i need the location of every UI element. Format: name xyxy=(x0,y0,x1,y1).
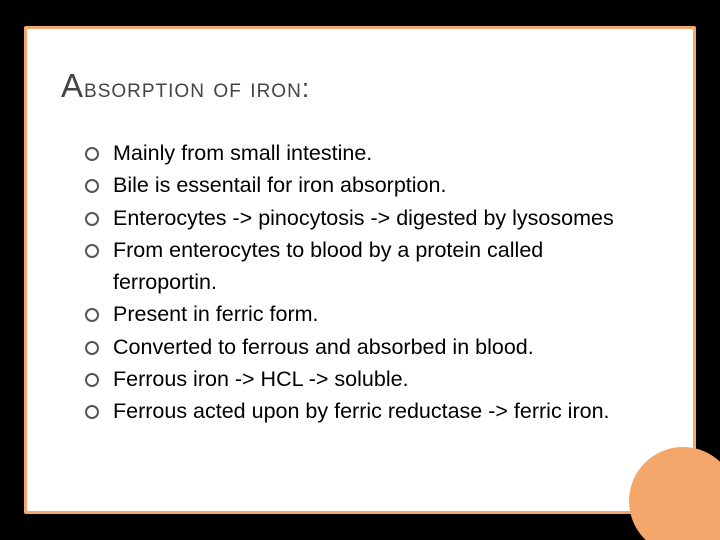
list-item: Present in ferric form. xyxy=(85,298,653,330)
bullet-list: Mainly from small intestine.Bile is esse… xyxy=(85,137,653,427)
slide-title: Absorption of iron: xyxy=(61,67,310,105)
slide-card: Absorption of iron: Mainly from small in… xyxy=(24,26,696,514)
list-item: Enterocytes -> pinocytosis -> digested b… xyxy=(85,202,653,234)
accent-circle-icon xyxy=(629,447,720,540)
list-item: Ferrous iron -> HCL -> soluble. xyxy=(85,363,653,395)
list-item: Ferrous acted upon by ferric reductase -… xyxy=(85,395,653,427)
list-item: Converted to ferrous and absorbed in blo… xyxy=(85,331,653,363)
title-rest: bsorption of iron: xyxy=(84,73,310,103)
title-first-letter: A xyxy=(61,67,84,104)
list-item: Mainly from small intestine. xyxy=(85,137,653,169)
list-item: Bile is essentail for iron absorption. xyxy=(85,169,653,201)
list-item: From enterocytes to blood by a protein c… xyxy=(85,234,653,299)
